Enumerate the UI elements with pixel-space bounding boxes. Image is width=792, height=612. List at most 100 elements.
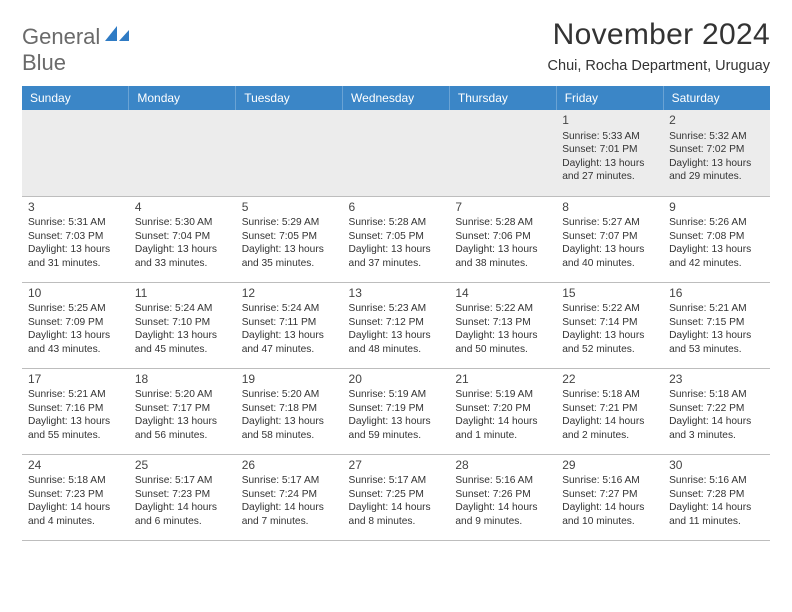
day-number: 26 xyxy=(242,458,337,474)
calendar-cell: 3Sunrise: 5:31 AMSunset: 7:03 PMDaylight… xyxy=(22,196,129,282)
day-details: Sunrise: 5:19 AMSunset: 7:20 PMDaylight:… xyxy=(455,388,550,442)
day-number: 11 xyxy=(135,286,230,302)
calendar-body: 1Sunrise: 5:33 AMSunset: 7:01 PMDaylight… xyxy=(22,110,770,540)
calendar-week-row: 24Sunrise: 5:18 AMSunset: 7:23 PMDayligh… xyxy=(22,454,770,540)
calendar-cell: 5Sunrise: 5:29 AMSunset: 7:05 PMDaylight… xyxy=(236,196,343,282)
calendar-cell: 27Sunrise: 5:17 AMSunset: 7:25 PMDayligh… xyxy=(343,454,450,540)
day-details: Sunrise: 5:31 AMSunset: 7:03 PMDaylight:… xyxy=(28,216,123,270)
day-details: Sunrise: 5:20 AMSunset: 7:18 PMDaylight:… xyxy=(242,388,337,442)
day-number: 5 xyxy=(242,200,337,216)
page-title: November 2024 xyxy=(548,18,770,52)
day-details: Sunrise: 5:16 AMSunset: 7:26 PMDaylight:… xyxy=(455,474,550,528)
calendar-cell: 24Sunrise: 5:18 AMSunset: 7:23 PMDayligh… xyxy=(22,454,129,540)
day-details: Sunrise: 5:22 AMSunset: 7:13 PMDaylight:… xyxy=(455,302,550,356)
calendar-cell: 12Sunrise: 5:24 AMSunset: 7:11 PMDayligh… xyxy=(236,282,343,368)
day-details: Sunrise: 5:16 AMSunset: 7:28 PMDaylight:… xyxy=(669,474,764,528)
day-number: 14 xyxy=(455,286,550,302)
title-block: November 2024 Chui, Rocha Department, Ur… xyxy=(548,18,770,74)
calendar-cell: 17Sunrise: 5:21 AMSunset: 7:16 PMDayligh… xyxy=(22,368,129,454)
calendar-cell: 16Sunrise: 5:21 AMSunset: 7:15 PMDayligh… xyxy=(663,282,770,368)
day-number: 17 xyxy=(28,372,123,388)
weekday-head: Sunday xyxy=(22,86,129,110)
calendar-cell: 22Sunrise: 5:18 AMSunset: 7:21 PMDayligh… xyxy=(556,368,663,454)
logo-sail-icon xyxy=(105,26,131,44)
day-details: Sunrise: 5:21 AMSunset: 7:15 PMDaylight:… xyxy=(669,302,764,356)
logo-line1: General xyxy=(22,24,100,49)
calendar-head: Sunday Monday Tuesday Wednesday Thursday… xyxy=(22,86,770,110)
calendar-cell xyxy=(449,110,556,196)
day-number: 25 xyxy=(135,458,230,474)
calendar-cell: 25Sunrise: 5:17 AMSunset: 7:23 PMDayligh… xyxy=(129,454,236,540)
day-details: Sunrise: 5:23 AMSunset: 7:12 PMDaylight:… xyxy=(349,302,444,356)
day-details: Sunrise: 5:32 AMSunset: 7:02 PMDaylight:… xyxy=(669,130,764,184)
day-details: Sunrise: 5:26 AMSunset: 7:08 PMDaylight:… xyxy=(669,216,764,270)
weekday-head: Thursday xyxy=(449,86,556,110)
day-number: 30 xyxy=(669,458,764,474)
weekday-head: Saturday xyxy=(663,86,770,110)
calendar-cell xyxy=(22,110,129,196)
calendar-cell xyxy=(129,110,236,196)
page-header: General Blue November 2024 Chui, Rocha D… xyxy=(22,18,770,76)
logo-line2: Blue xyxy=(22,50,66,75)
day-number: 15 xyxy=(562,286,657,302)
calendar-cell: 19Sunrise: 5:20 AMSunset: 7:18 PMDayligh… xyxy=(236,368,343,454)
day-number: 9 xyxy=(669,200,764,216)
calendar-week-row: 1Sunrise: 5:33 AMSunset: 7:01 PMDaylight… xyxy=(22,110,770,196)
day-details: Sunrise: 5:29 AMSunset: 7:05 PMDaylight:… xyxy=(242,216,337,270)
day-number: 24 xyxy=(28,458,123,474)
calendar-cell: 18Sunrise: 5:20 AMSunset: 7:17 PMDayligh… xyxy=(129,368,236,454)
calendar-cell: 21Sunrise: 5:19 AMSunset: 7:20 PMDayligh… xyxy=(449,368,556,454)
calendar-cell: 10Sunrise: 5:25 AMSunset: 7:09 PMDayligh… xyxy=(22,282,129,368)
day-details: Sunrise: 5:21 AMSunset: 7:16 PMDaylight:… xyxy=(28,388,123,442)
day-number: 16 xyxy=(669,286,764,302)
calendar-cell: 7Sunrise: 5:28 AMSunset: 7:06 PMDaylight… xyxy=(449,196,556,282)
weekday-head: Friday xyxy=(556,86,663,110)
calendar-cell: 15Sunrise: 5:22 AMSunset: 7:14 PMDayligh… xyxy=(556,282,663,368)
calendar-cell: 13Sunrise: 5:23 AMSunset: 7:12 PMDayligh… xyxy=(343,282,450,368)
calendar-week-row: 10Sunrise: 5:25 AMSunset: 7:09 PMDayligh… xyxy=(22,282,770,368)
day-number: 1 xyxy=(562,113,657,129)
day-details: Sunrise: 5:16 AMSunset: 7:27 PMDaylight:… xyxy=(562,474,657,528)
day-details: Sunrise: 5:30 AMSunset: 7:04 PMDaylight:… xyxy=(135,216,230,270)
day-details: Sunrise: 5:20 AMSunset: 7:17 PMDaylight:… xyxy=(135,388,230,442)
day-details: Sunrise: 5:19 AMSunset: 7:19 PMDaylight:… xyxy=(349,388,444,442)
calendar-cell: 4Sunrise: 5:30 AMSunset: 7:04 PMDaylight… xyxy=(129,196,236,282)
calendar-cell: 1Sunrise: 5:33 AMSunset: 7:01 PMDaylight… xyxy=(556,110,663,196)
day-details: Sunrise: 5:18 AMSunset: 7:23 PMDaylight:… xyxy=(28,474,123,528)
weekday-head: Tuesday xyxy=(236,86,343,110)
calendar-cell xyxy=(236,110,343,196)
day-details: Sunrise: 5:17 AMSunset: 7:25 PMDaylight:… xyxy=(349,474,444,528)
day-details: Sunrise: 5:18 AMSunset: 7:21 PMDaylight:… xyxy=(562,388,657,442)
day-details: Sunrise: 5:24 AMSunset: 7:10 PMDaylight:… xyxy=(135,302,230,356)
calendar-table: Sunday Monday Tuesday Wednesday Thursday… xyxy=(22,86,770,541)
calendar-cell: 26Sunrise: 5:17 AMSunset: 7:24 PMDayligh… xyxy=(236,454,343,540)
day-number: 7 xyxy=(455,200,550,216)
day-number: 10 xyxy=(28,286,123,302)
calendar-cell: 28Sunrise: 5:16 AMSunset: 7:26 PMDayligh… xyxy=(449,454,556,540)
day-number: 19 xyxy=(242,372,337,388)
day-number: 8 xyxy=(562,200,657,216)
page-subtitle: Chui, Rocha Department, Uruguay xyxy=(548,58,770,74)
day-number: 28 xyxy=(455,458,550,474)
day-number: 18 xyxy=(135,372,230,388)
weekday-row: Sunday Monday Tuesday Wednesday Thursday… xyxy=(22,86,770,110)
day-details: Sunrise: 5:28 AMSunset: 7:05 PMDaylight:… xyxy=(349,216,444,270)
calendar-cell: 23Sunrise: 5:18 AMSunset: 7:22 PMDayligh… xyxy=(663,368,770,454)
day-number: 27 xyxy=(349,458,444,474)
weekday-head: Monday xyxy=(129,86,236,110)
day-number: 21 xyxy=(455,372,550,388)
day-details: Sunrise: 5:27 AMSunset: 7:07 PMDaylight:… xyxy=(562,216,657,270)
day-details: Sunrise: 5:17 AMSunset: 7:23 PMDaylight:… xyxy=(135,474,230,528)
calendar-cell xyxy=(343,110,450,196)
day-number: 20 xyxy=(349,372,444,388)
day-details: Sunrise: 5:17 AMSunset: 7:24 PMDaylight:… xyxy=(242,474,337,528)
day-number: 6 xyxy=(349,200,444,216)
calendar-cell: 30Sunrise: 5:16 AMSunset: 7:28 PMDayligh… xyxy=(663,454,770,540)
day-number: 12 xyxy=(242,286,337,302)
day-number: 13 xyxy=(349,286,444,302)
day-number: 29 xyxy=(562,458,657,474)
calendar-cell: 8Sunrise: 5:27 AMSunset: 7:07 PMDaylight… xyxy=(556,196,663,282)
calendar-cell: 6Sunrise: 5:28 AMSunset: 7:05 PMDaylight… xyxy=(343,196,450,282)
calendar-cell: 2Sunrise: 5:32 AMSunset: 7:02 PMDaylight… xyxy=(663,110,770,196)
day-number: 22 xyxy=(562,372,657,388)
